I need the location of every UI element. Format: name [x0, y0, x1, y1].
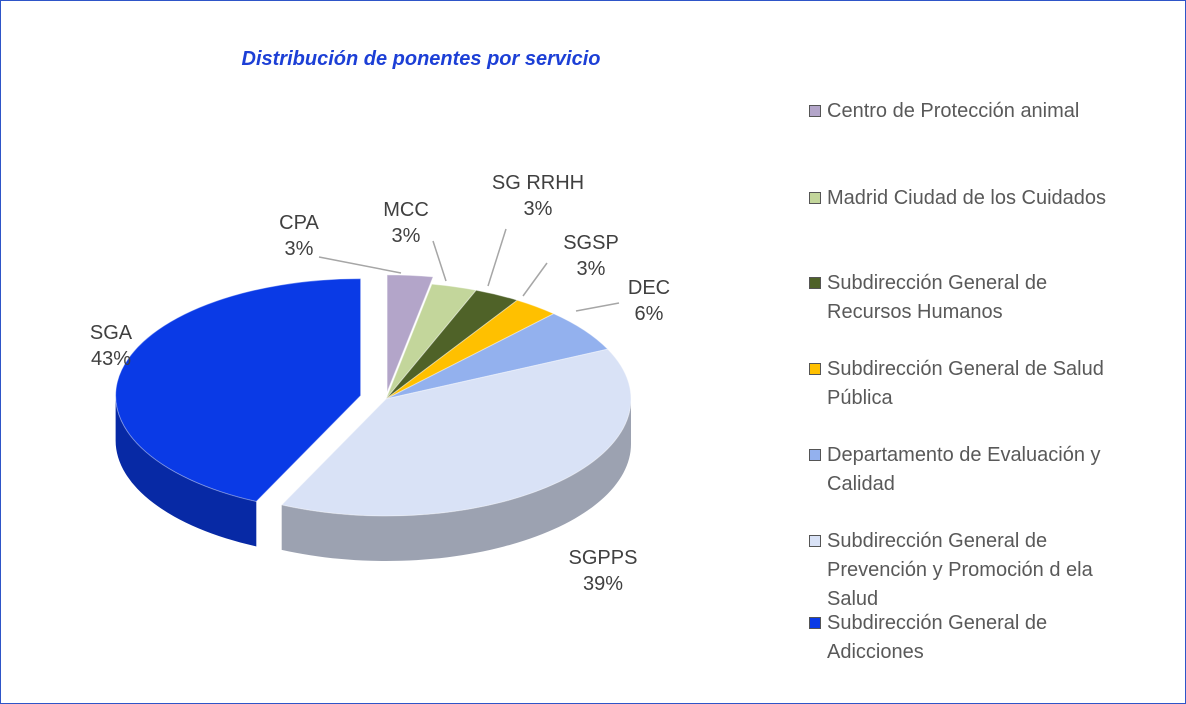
data-label-name: DEC	[628, 277, 670, 299]
legend-swatch	[809, 192, 821, 204]
legend-item: Centro de Protección animal	[807, 97, 1107, 126]
data-label-value: 6%	[635, 303, 664, 325]
data-label-value: 43%	[91, 348, 131, 370]
data-label-value: 3%	[392, 225, 421, 247]
legend-label: Subdirección General de Salud Pública	[827, 358, 1104, 409]
legend-item: Departamento de Evaluación y Calidad	[807, 441, 1107, 499]
pie-slice	[115, 278, 362, 503]
legend-swatch	[809, 105, 821, 117]
data-label-value: 3%	[577, 258, 606, 280]
pie-slice-side	[115, 395, 257, 547]
data-label-name: SG RRHH	[492, 172, 584, 194]
legend-item: Subdirección General de Salud Pública	[807, 355, 1107, 413]
pie-slice	[385, 289, 519, 400]
legend-item: Subdirección General de Recursos Humanos	[807, 269, 1107, 327]
legend-swatch	[809, 363, 821, 375]
legend-swatch	[809, 617, 821, 629]
legend-label: Madrid Ciudad de los Cuidados	[827, 187, 1107, 209]
pie-slice-side	[281, 399, 631, 561]
pie-slice	[280, 348, 632, 517]
data-label-value: 3%	[285, 238, 314, 260]
leader-line	[318, 256, 402, 274]
legend-label: Subdirección General de Prevención y Pro…	[827, 530, 1093, 610]
legend-item: Subdirección General de Prevención y Pro…	[807, 527, 1107, 614]
legend-item: Subdirección General de Adicciones	[807, 609, 1107, 667]
legend-swatch	[809, 535, 821, 547]
data-label-name: SGPPS	[569, 547, 638, 569]
leader-line	[522, 262, 548, 297]
pie-slice	[385, 313, 609, 400]
pie-slice	[386, 274, 434, 393]
legend-label: Centro de Protección animal	[827, 100, 1080, 122]
legend-item: Madrid Ciudad de los Cuidados	[807, 184, 1107, 213]
data-label-name: CPA	[279, 212, 319, 234]
data-label-name: SGSP	[563, 232, 619, 254]
legend-label: Departamento de Evaluación y Calidad	[827, 444, 1101, 495]
pie-slice	[385, 283, 478, 400]
legend-swatch	[809, 449, 821, 461]
data-label-value: 39%	[583, 573, 623, 595]
legend-swatch	[809, 277, 821, 289]
data-label-value: 3%	[524, 198, 553, 220]
data-label-name: MCC	[383, 199, 429, 221]
chart-title: Distribución de ponentes por servicio	[242, 48, 601, 70]
leader-line	[575, 302, 620, 312]
legend-label: Subdirección General de Recursos Humanos	[827, 272, 1048, 323]
leader-line	[487, 228, 507, 287]
legend-label: Subdirección General de Adicciones	[827, 612, 1048, 663]
data-label-name: SGA	[90, 322, 133, 344]
leader-line	[432, 240, 447, 282]
pie-slice	[385, 299, 555, 400]
